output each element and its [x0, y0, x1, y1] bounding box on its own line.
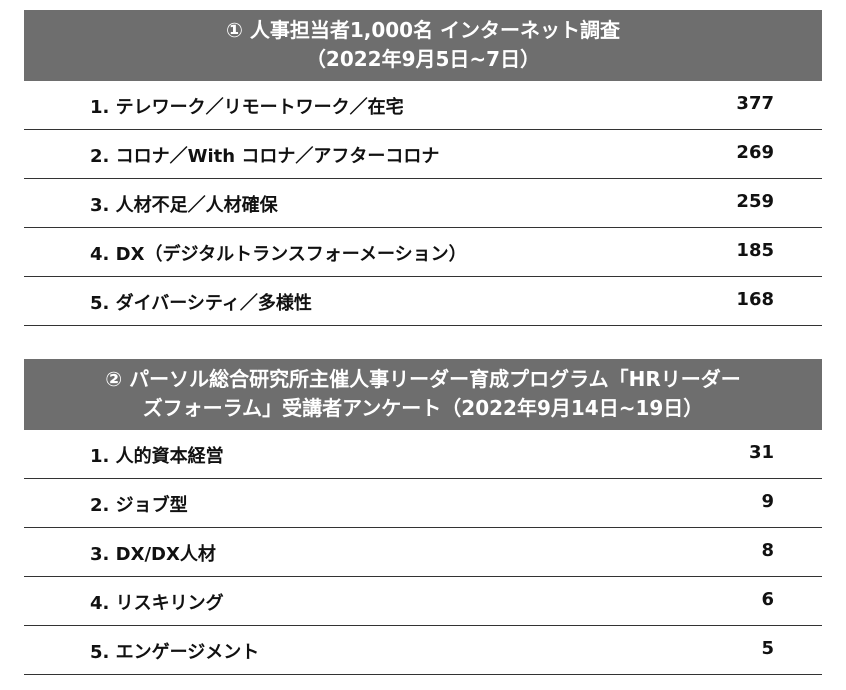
survey-2-title: ② パーソル総合研究所主催人事リーダー育成プログラム「HRリーダー [105, 367, 741, 391]
survey-2-period: ズフォーラム」受講者アンケート（2022年9月14日~19日） [142, 396, 704, 420]
table-row: 1. テレワーク／リモートワーク／在宅 377 [24, 81, 822, 130]
row-count: 5 [761, 638, 774, 659]
row-label: 1. 人的資本経営 [90, 446, 224, 467]
table-row: 4. リスキリング 6 [24, 577, 822, 626]
row-count: 31 [748, 442, 774, 463]
table-row: 5. ダイバーシティ／多様性 168 [24, 277, 822, 326]
row-count: 269 [736, 142, 774, 163]
row-label: 2. コロナ／With コロナ／アフターコロナ [90, 146, 440, 167]
row-count: 9 [761, 491, 774, 512]
survey-1-table: ① 人事担当者1,000名 インターネット調査 （2022年9月5日~7日） 1… [24, 10, 822, 326]
row-label: 1. テレワーク／リモートワーク／在宅 [90, 97, 404, 118]
table-row: 1. 人的資本経営 31 [24, 430, 822, 479]
row-count: 6 [761, 589, 774, 610]
row-label: 5. エンゲージメント [90, 642, 260, 663]
survey-2-table: ② パーソル総合研究所主催人事リーダー育成プログラム「HRリーダー ズフォーラム… [24, 359, 822, 675]
row-count: 168 [736, 289, 774, 310]
row-count: 377 [736, 93, 774, 114]
table-row: 2. ジョブ型 9 [24, 479, 822, 528]
table-row: 3. DX/DX人材 8 [24, 528, 822, 577]
row-label: 4. リスキリング [90, 593, 224, 614]
table-row: 2. コロナ／With コロナ／アフターコロナ 269 [24, 130, 822, 179]
row-label: 3. DX/DX人材 [90, 544, 216, 565]
survey-2-header: ② パーソル総合研究所主催人事リーダー育成プログラム「HRリーダー ズフォーラム… [24, 359, 822, 430]
survey-1-title: ① 人事担当者1,000名 インターネット調査 [225, 18, 621, 42]
table-row: 4. DX（デジタルトランスフォーメーション） 185 [24, 228, 822, 277]
survey-1-period: （2022年9月5日~7日） [305, 47, 541, 71]
table-row: 3. 人材不足／人材確保 259 [24, 179, 822, 228]
table-row: 5. エンゲージメント 5 [24, 626, 822, 675]
row-count: 185 [736, 240, 774, 261]
row-label: 4. DX（デジタルトランスフォーメーション） [90, 244, 467, 265]
row-count: 259 [736, 191, 774, 212]
row-label: 3. 人材不足／人材確保 [90, 195, 278, 216]
row-count: 8 [761, 540, 774, 561]
row-label: 5. ダイバーシティ／多様性 [90, 293, 312, 314]
row-label: 2. ジョブ型 [90, 495, 188, 516]
survey-1-header: ① 人事担当者1,000名 インターネット調査 （2022年9月5日~7日） [24, 10, 822, 81]
